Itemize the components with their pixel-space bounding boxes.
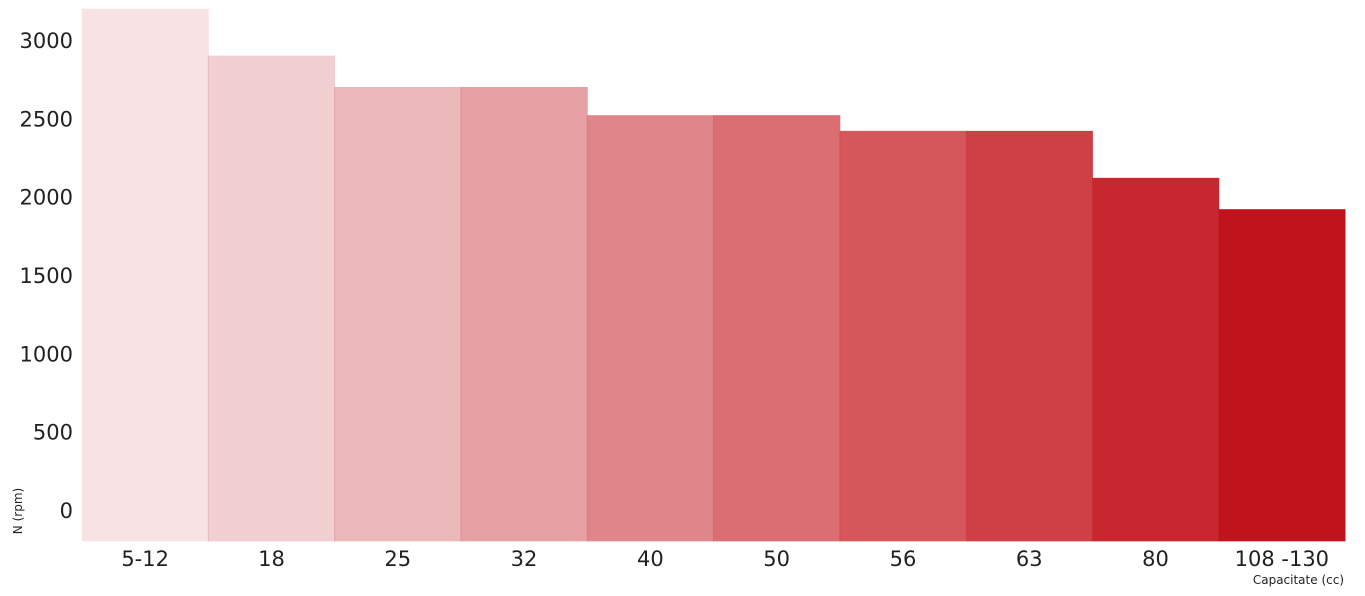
bar-0 <box>82 8 209 542</box>
bar-8 <box>1092 177 1220 542</box>
bar-7 <box>966 130 1093 542</box>
x-category-label: 80 <box>1142 547 1169 571</box>
x-category-label: 25 <box>384 547 411 571</box>
bar-5 <box>713 115 841 542</box>
y-tick-label: 0 <box>60 499 73 523</box>
x-category-label: 108 -130 <box>1235 547 1329 571</box>
y-tick-label: 500 <box>33 421 73 445</box>
bar-3 <box>460 87 588 542</box>
bar-1 <box>208 55 336 542</box>
x-category-label: 5-12 <box>121 547 169 571</box>
x-category-label: 40 <box>637 547 664 571</box>
y-tick-label: 2500 <box>20 107 73 131</box>
x-category-label: 56 <box>890 547 917 571</box>
x-axis-categories: 5-12 18 25 32 40 50 56 63 80 108 -130 <box>121 547 1329 571</box>
bar-9 <box>1218 209 1346 542</box>
y-tick-label: 2000 <box>20 186 73 210</box>
x-category-label: 32 <box>511 547 538 571</box>
bar-6 <box>839 130 967 542</box>
bar-4 <box>587 115 714 542</box>
y-tick-label: 1000 <box>20 342 73 366</box>
y-tick-label: 3000 <box>20 29 73 53</box>
y-tick-label: 1500 <box>20 264 73 288</box>
y-axis-ticks: 0 500 1000 1500 2000 2500 3000 <box>20 29 73 523</box>
bar-2 <box>334 87 462 542</box>
x-category-label: 63 <box>1016 547 1043 571</box>
x-category-label: 50 <box>763 547 790 571</box>
x-category-label: 18 <box>258 547 285 571</box>
bars-layer <box>82 8 1346 542</box>
x-axis-title: Capacitate (cc) <box>1253 573 1344 587</box>
y-axis-title: N (rpm) <box>11 488 25 534</box>
